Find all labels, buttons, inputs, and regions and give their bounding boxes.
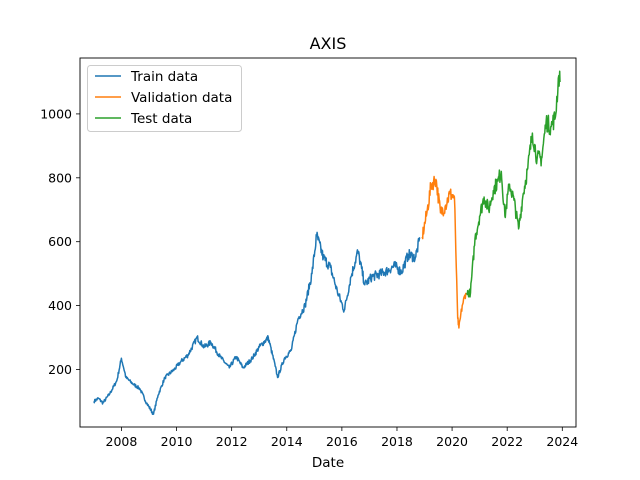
y-tick-label: 400 [48, 298, 72, 313]
legend-label: Train data [130, 69, 198, 85]
x-tick-label: 2020 [436, 434, 468, 449]
series-line-2 [421, 175, 467, 329]
y-tick-label: 200 [48, 362, 72, 377]
series-layer [93, 70, 561, 416]
legend-box [87, 65, 242, 132]
x-tick-label: 2010 [161, 434, 193, 449]
series-line-1 [93, 231, 421, 416]
y-tick-label: 600 [48, 234, 72, 249]
legend-label: Validation data [131, 90, 232, 106]
legend-label: Test data [130, 111, 192, 127]
plot-frame [79, 57, 577, 428]
x-tick-label: 2016 [326, 434, 358, 449]
y-tick-label: 800 [48, 170, 72, 185]
x-tick-label: 2014 [271, 434, 303, 449]
chart-title: AXIS [310, 34, 347, 53]
x-axis: 2008 2010 2012 2014 2016 2018 2020 2022 2024 [106, 427, 578, 449]
x-tick-label: 2018 [381, 434, 413, 449]
x-tick-label: 2012 [216, 434, 248, 449]
x-tick-label: 2008 [106, 434, 138, 449]
y-axis: 200 400 600 800 1000 [40, 106, 80, 377]
x-axis-label: Date [312, 455, 344, 471]
series-line-3 [466, 70, 561, 298]
legend: Train data Validation data Test data [87, 65, 242, 132]
x-tick-label: 2024 [546, 434, 578, 449]
y-tick-label: 1000 [40, 106, 72, 121]
x-tick-label: 2022 [491, 434, 523, 449]
